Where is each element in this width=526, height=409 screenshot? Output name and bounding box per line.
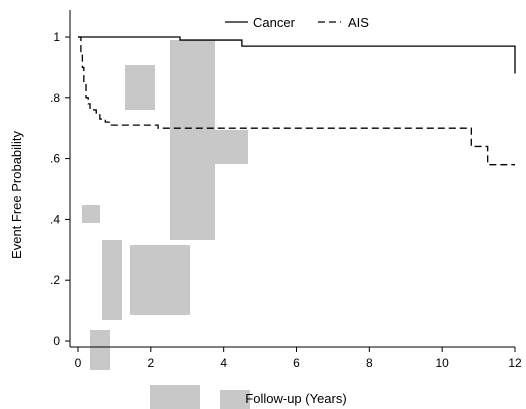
x-axis-ticks: 0 2 4 6 8 10 12	[75, 347, 522, 370]
x-axis-title: Follow-up (Years)	[245, 391, 346, 406]
series-line-cancer	[78, 36, 516, 74]
legend-label-cancer: Cancer	[253, 15, 296, 30]
y-tick-label: .6	[50, 152, 60, 166]
y-tick-label: .4	[50, 212, 60, 226]
x-tick-label: 0	[75, 356, 82, 370]
x-tick-label: 6	[293, 356, 300, 370]
series-group	[78, 36, 516, 166]
x-tick-label: 8	[366, 356, 373, 370]
x-tick-label: 4	[220, 356, 227, 370]
y-axis-title: Event Free Probability	[9, 131, 24, 259]
legend: Cancer AIS	[225, 15, 369, 30]
y-tick-label: .8	[50, 91, 60, 105]
x-tick-label: 2	[147, 356, 154, 370]
legend-label-ais: AIS	[348, 15, 369, 30]
series-line-ais	[78, 36, 515, 166]
y-axis-ticks: 0 .2 .4 .6 .8 1	[50, 30, 70, 348]
watermark	[82, 40, 250, 409]
x-tick-label: 12	[508, 356, 522, 370]
x-tick-label: 10	[435, 356, 449, 370]
y-tick-label: .2	[50, 273, 60, 287]
axes	[69, 10, 515, 348]
y-tick-label: 1	[53, 30, 60, 44]
y-tick-label: 0	[53, 334, 60, 348]
